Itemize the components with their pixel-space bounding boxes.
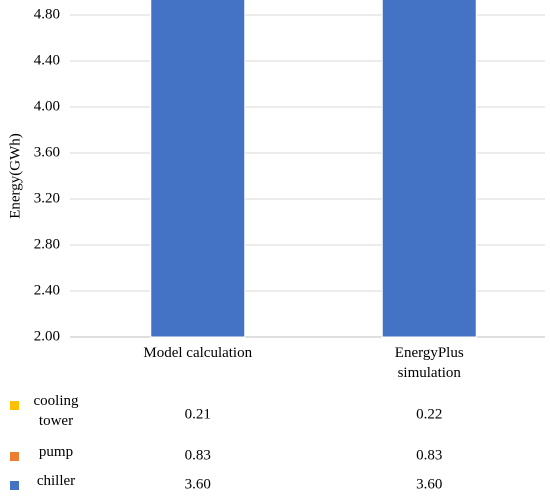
y-tick-label: 4.00 bbox=[34, 98, 60, 114]
y-tick-label: 2.00 bbox=[34, 328, 60, 344]
y-tick-label: 2.40 bbox=[34, 282, 60, 298]
legend-label: chiller bbox=[36, 473, 76, 489]
table-value: 3.60 bbox=[416, 476, 442, 492]
y-tick-label: 4.80 bbox=[34, 6, 60, 22]
y-axis-label: Energy(GWh) bbox=[7, 133, 23, 219]
bar-segment bbox=[150, 0, 246, 338]
legend-swatch bbox=[10, 481, 19, 490]
y-tick-label: 4.40 bbox=[34, 52, 60, 68]
y-tick-label: 3.60 bbox=[34, 144, 60, 160]
y-tick-label: 2.80 bbox=[34, 236, 60, 252]
x-tick-label: EnergyPlus simulation bbox=[394, 345, 464, 381]
table-value: 0.83 bbox=[416, 447, 442, 463]
legend-swatch bbox=[10, 452, 19, 461]
y-tick-label: 3.20 bbox=[34, 190, 60, 206]
legend-label: pump bbox=[38, 444, 74, 460]
legend-swatch bbox=[10, 401, 19, 410]
bar-segment bbox=[381, 0, 477, 338]
table-value: 0.83 bbox=[185, 447, 211, 463]
table-value: 0.21 bbox=[185, 406, 211, 422]
table-value: 0.22 bbox=[416, 406, 442, 422]
table-value: 3.60 bbox=[185, 476, 211, 492]
x-tick-label: Model calculation bbox=[143, 345, 253, 361]
legend-label: cooling tower bbox=[33, 393, 79, 429]
